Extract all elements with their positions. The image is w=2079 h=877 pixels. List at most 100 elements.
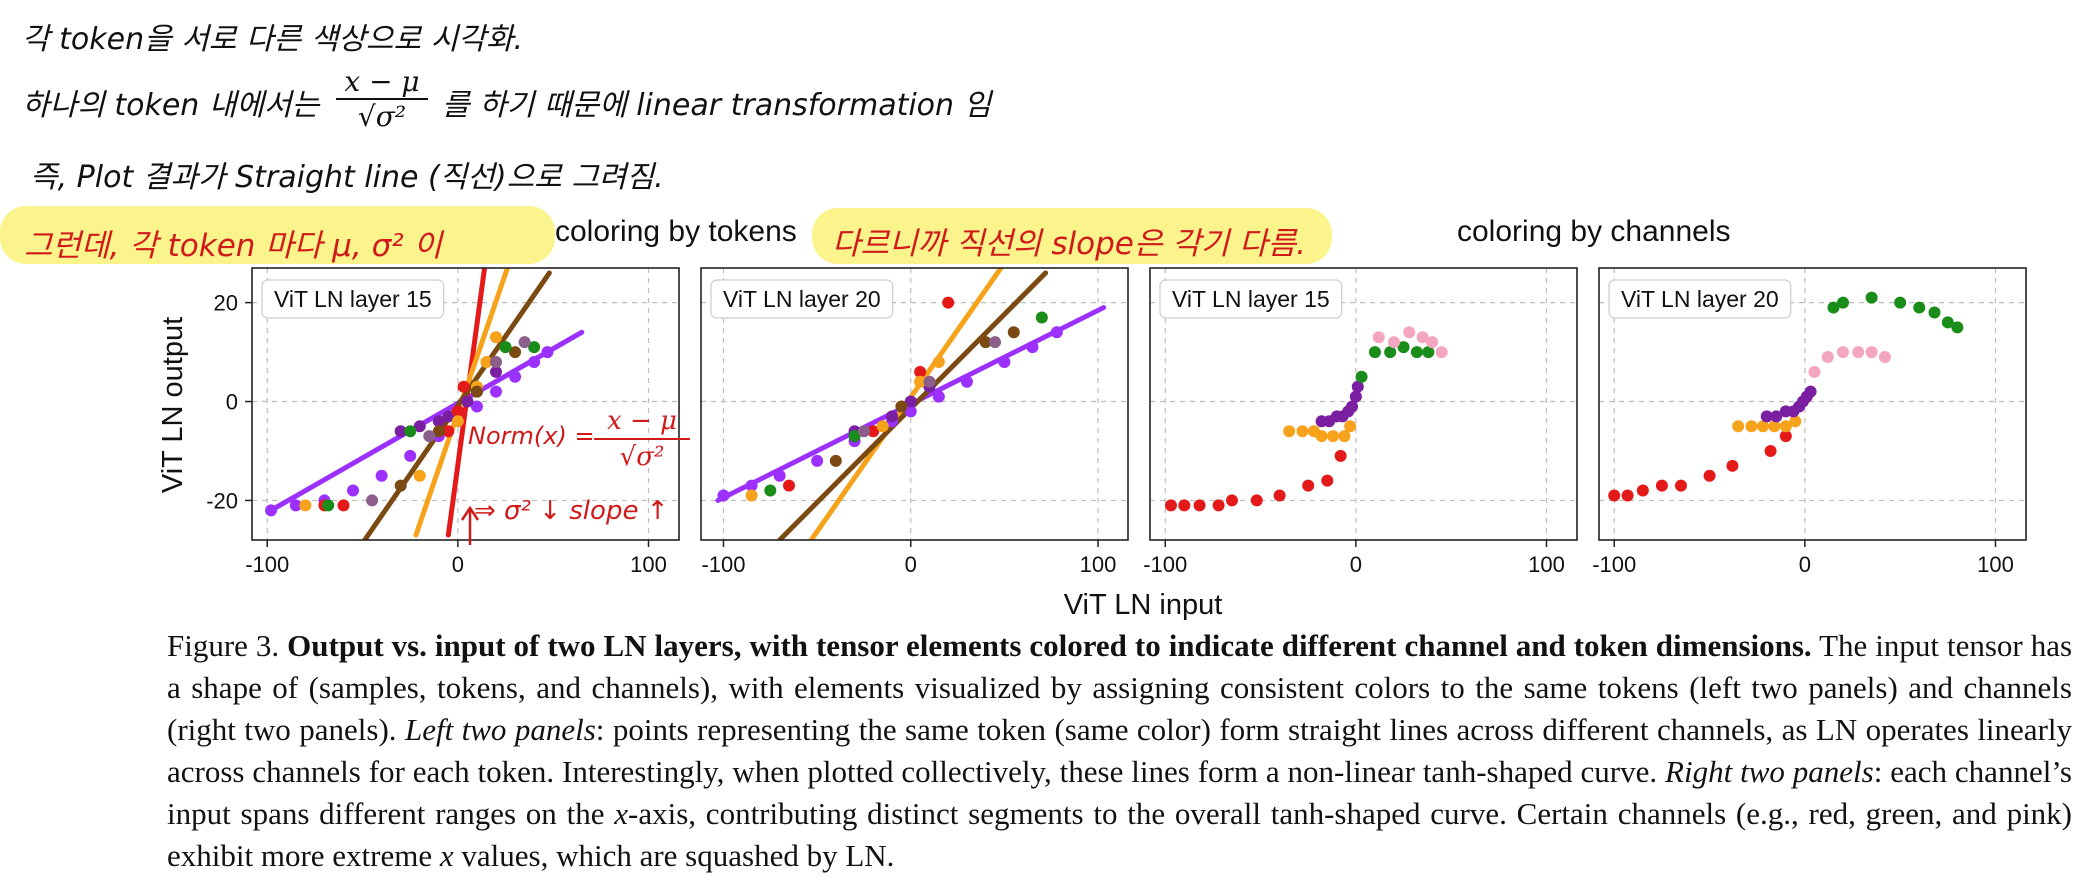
data-point bbox=[432, 415, 445, 428]
data-point bbox=[717, 489, 730, 502]
data-point bbox=[1768, 420, 1781, 433]
panel1-norm-formula: Norm(x) = bbox=[468, 422, 595, 450]
data-point bbox=[461, 395, 474, 408]
panel-1: -100 0 100 -20 0 20 ViT LN layer 15 bbox=[206, 267, 680, 577]
data-point bbox=[423, 430, 436, 443]
data-point bbox=[490, 331, 502, 344]
data-point bbox=[895, 400, 908, 413]
data-point bbox=[1732, 420, 1745, 433]
data-point bbox=[1296, 425, 1309, 438]
data-point bbox=[932, 355, 945, 368]
data-point bbox=[518, 336, 531, 349]
note-line-2-pre: 하나의 token 내에서는 bbox=[22, 88, 320, 123]
data-point bbox=[413, 469, 426, 482]
data-point bbox=[923, 375, 936, 388]
data-point bbox=[979, 336, 992, 349]
data-point bbox=[490, 385, 502, 398]
data-point bbox=[1321, 474, 1334, 487]
x-tick-label: 100 bbox=[1977, 552, 2014, 577]
note-line-2-fraction: x − μ √σ² bbox=[336, 66, 428, 134]
data-point bbox=[867, 425, 880, 438]
panel-2: -100 0 100 ViT LN layer 20 bbox=[700, 267, 1129, 577]
data-point bbox=[442, 425, 455, 438]
x-tick-label: 0 bbox=[905, 552, 917, 577]
data-point bbox=[1050, 326, 1063, 339]
data-point bbox=[1770, 410, 1783, 423]
data-point bbox=[413, 420, 426, 433]
fraction-numerator: x − μ bbox=[336, 66, 428, 100]
x-tick-label: -100 bbox=[1143, 552, 1187, 577]
caption-italic-3: x bbox=[614, 796, 629, 831]
data-point bbox=[1703, 469, 1716, 482]
caption-text-1: The input tensor has a shape of (samples… bbox=[167, 628, 2073, 747]
caption-bold-title: Output vs. input of two LN layers, with … bbox=[287, 628, 1812, 663]
y-tick-label: -20 bbox=[206, 488, 238, 513]
data-point bbox=[490, 365, 502, 378]
data-point bbox=[394, 479, 407, 492]
figure-caption: Figure 3. Output vs. input of two LN lay… bbox=[167, 625, 2072, 877]
data-point bbox=[811, 454, 824, 467]
data-point bbox=[1764, 444, 1777, 457]
data-point bbox=[1941, 316, 1954, 329]
data-point bbox=[299, 499, 312, 512]
data-point bbox=[932, 390, 945, 403]
caption-italic-2: Right two panels bbox=[1665, 754, 1874, 789]
data-point bbox=[1837, 346, 1849, 359]
data-point bbox=[1388, 336, 1400, 349]
data-point bbox=[366, 494, 379, 507]
data-point bbox=[1250, 494, 1263, 507]
data-point bbox=[509, 346, 522, 359]
note-line-1: 각 token을 서로 다른 색상으로 시각화. bbox=[22, 22, 523, 57]
panel-data-layer bbox=[715, 268, 1107, 540]
data-point bbox=[470, 400, 483, 413]
x-tick-label: 100 bbox=[1080, 552, 1117, 577]
data-point bbox=[404, 449, 417, 462]
caption-text-3: : each channel’s input spans different r… bbox=[167, 754, 2072, 831]
data-point bbox=[1779, 430, 1792, 443]
data-point bbox=[1315, 430, 1328, 443]
data-point bbox=[773, 469, 786, 482]
data-point bbox=[1426, 336, 1439, 349]
data-point bbox=[451, 405, 464, 418]
panel-frame bbox=[1149, 267, 1578, 541]
data-point bbox=[876, 420, 889, 433]
data-point bbox=[1865, 346, 1878, 359]
data-point bbox=[1745, 420, 1758, 433]
panel-title: ViT LN layer 20 bbox=[723, 286, 881, 312]
data-point bbox=[914, 375, 927, 388]
data-point bbox=[457, 380, 470, 393]
header-coloring-by-tokens: coloring by tokens bbox=[555, 215, 797, 248]
data-point bbox=[1410, 346, 1423, 359]
data-point bbox=[1346, 400, 1359, 413]
data-point bbox=[1368, 346, 1381, 359]
panel1-fraction-denominator: √σ² bbox=[619, 442, 665, 472]
panel-3: -100 0 100 ViT LN layer 15 bbox=[1143, 267, 1578, 577]
data-point bbox=[1827, 301, 1840, 314]
data-point bbox=[1327, 430, 1339, 443]
data-point bbox=[745, 479, 758, 492]
data-point bbox=[1760, 410, 1773, 423]
panel1-fraction-numerator: x − μ bbox=[594, 404, 690, 440]
data-point bbox=[1621, 489, 1634, 502]
data-point bbox=[1178, 499, 1191, 512]
data-point bbox=[509, 370, 522, 383]
panel-4: -100 0 100 ViT LN layer 20 bbox=[1592, 267, 2027, 577]
panel-frame bbox=[1598, 267, 2027, 541]
note-line-2-post: 를 하기 때문에 linear transformation 임 bbox=[442, 88, 992, 123]
data-point bbox=[1355, 370, 1368, 383]
x-tick-label: 0 bbox=[452, 552, 464, 577]
data-point bbox=[528, 355, 541, 368]
data-point bbox=[1225, 494, 1238, 507]
data-point bbox=[347, 484, 360, 497]
data-point bbox=[960, 375, 973, 388]
data-point bbox=[470, 385, 483, 398]
data-point bbox=[375, 469, 388, 482]
caption-text-2: : points representing the same token (sa… bbox=[167, 712, 2073, 789]
data-point bbox=[1372, 331, 1385, 344]
data-point bbox=[904, 395, 917, 408]
data-point bbox=[783, 479, 796, 492]
caption-italic-1: Left two panels bbox=[404, 712, 596, 747]
data-point bbox=[1007, 326, 1020, 339]
data-point bbox=[1403, 326, 1416, 339]
data-point bbox=[1422, 346, 1435, 359]
